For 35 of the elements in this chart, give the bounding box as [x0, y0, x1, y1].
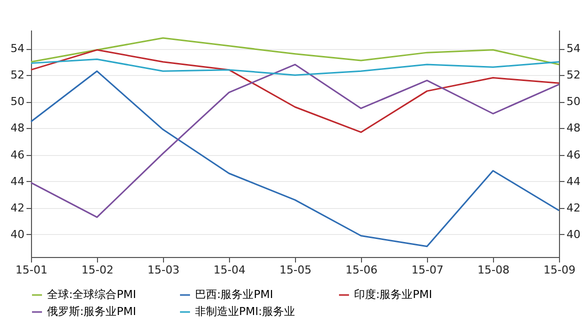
y2-tick-label: 52 [566, 68, 580, 82]
legend-label: 俄罗斯:服务业PMI [47, 305, 136, 318]
legend-label: 印度:服务业PMI [354, 288, 432, 301]
x-tick-label: 15-01 [16, 264, 48, 276]
y2-tick-label: 48 [566, 122, 580, 135]
y2-tick-label: 46 [566, 148, 580, 162]
y-tick-label: 42 [10, 201, 24, 214]
legend-label: 非制造业PMI:服务业 [195, 305, 296, 318]
y2-tick-label: 40 [566, 228, 580, 241]
y-tick-label: 54 [10, 42, 24, 56]
y2-tick-label: 42 [566, 201, 580, 214]
y2-tick-label: 44 [566, 174, 580, 188]
x-tick-label: 15-02 [82, 264, 114, 276]
legend-label: 全球:全球综合PMI [47, 288, 136, 301]
y2-tick-label: 54 [566, 42, 580, 56]
y-tick-label: 44 [10, 174, 24, 188]
legend-label: 巴西:服务业PMI [195, 288, 274, 301]
line-series [30, 49, 560, 133]
x-tick-label: 15-03 [148, 264, 180, 276]
y-tick-label: 40 [10, 228, 24, 241]
y-tick-label: 52 [10, 68, 24, 82]
line-series [30, 70, 560, 248]
x-tick-label: 15-08 [478, 264, 510, 276]
y-tick-label: 46 [10, 148, 24, 162]
line-series [30, 64, 560, 218]
x-tick-label: 15-09 [544, 264, 576, 276]
x-tick-label: 15-05 [280, 264, 312, 276]
y-tick-label: 48 [10, 122, 24, 135]
y2-tick-label: 50 [566, 95, 580, 108]
x-tick-label: 15-07 [412, 264, 444, 276]
x-tick-label: 15-06 [346, 264, 378, 276]
y-tick-label: 50 [10, 95, 24, 108]
x-tick-label: 15-04 [214, 264, 246, 276]
line-series [30, 37, 560, 66]
line-series [30, 58, 560, 76]
